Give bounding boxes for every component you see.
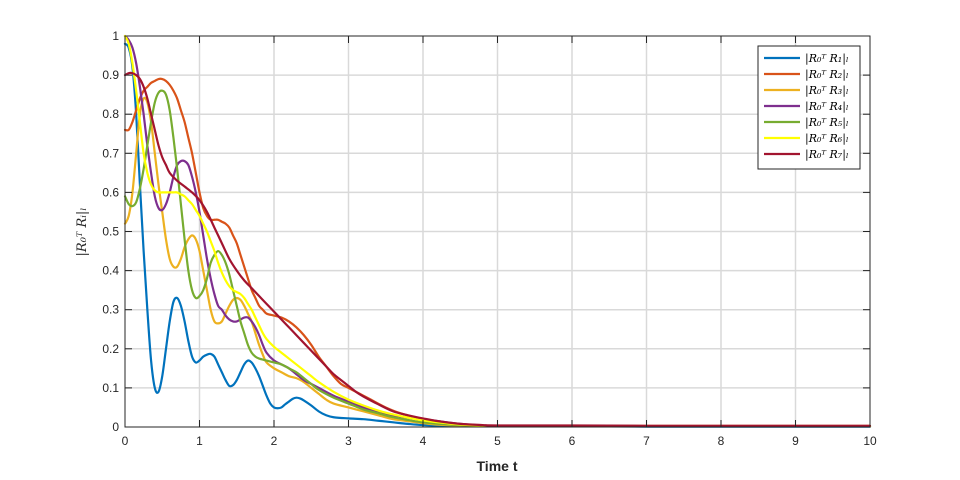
axis-ticks: 0 1 2 3 4 5 6 7 8 9 10 0 0.1 0.2 0.3 0.4 0.5 0.6 0.7 0.8 0.9…: [102, 29, 877, 448]
y-tick-label: 0.9: [102, 68, 119, 82]
x-tick-label: 9: [792, 434, 799, 448]
x-tick-label: 6: [569, 434, 576, 448]
x-tick-label: 8: [718, 434, 725, 448]
y-tick-label: 0.1: [102, 381, 119, 395]
y-tick-label: 0.6: [102, 185, 119, 199]
series-lines: [123, 34, 872, 428]
legend-label-1: |R₀ᵀ R₁|ₗ: [805, 52, 849, 66]
x-tick-label: 0: [122, 434, 129, 448]
x-tick-label: 7: [643, 434, 650, 448]
legend-label-6: |R₀ᵀ R₆|ₗ: [805, 132, 849, 146]
x-tick-label: 1: [196, 434, 203, 448]
series-line-7: [123, 71, 872, 427]
y-tick-label: 0.8: [102, 107, 119, 121]
legend-label-5: |R₀ᵀ R₅|ₗ: [805, 116, 849, 130]
x-axis-label: Time t: [477, 458, 518, 474]
legend-label-3: |R₀ᵀ R₃|ₗ: [805, 84, 849, 98]
legend-label-7: |R₀ᵀ R₇|ₗ: [805, 148, 849, 162]
legend-label-2: |R₀ᵀ R₂|ₗ: [805, 68, 849, 82]
y-tick-label: 0.2: [102, 342, 119, 356]
y-tick-label: 0.5: [102, 225, 119, 239]
y-axis-label: |R₀ᵀ Rᵢ|ₗ: [75, 208, 90, 257]
x-tick-label: 4: [420, 434, 427, 448]
series-line-6: [123, 34, 872, 428]
x-tick-label: 3: [345, 434, 352, 448]
series-line-3: [123, 96, 872, 428]
y-tick-label: 0.7: [102, 146, 119, 160]
y-tick-label: 0.3: [102, 303, 119, 317]
legend-box: [757, 45, 861, 170]
series-line-5: [123, 89, 872, 428]
x-tick-label: 5: [494, 434, 501, 448]
legend: |R₀ᵀ R₁|ₗ |R₀ᵀ R₂|ₗ |R₀ᵀ R₃|ₗ |R₀ᵀ R₄|ₗ |R₀ᵀ…: [757, 45, 861, 170]
x-tick-label: 2: [271, 434, 278, 448]
y-tick-label: 1: [112, 29, 119, 43]
series-line-1: [123, 42, 872, 428]
y-tick-label: 0.4: [102, 264, 119, 278]
y-tick-label: 0: [112, 420, 119, 434]
legend-label-4: |R₀ᵀ R₄|ₗ: [805, 100, 849, 114]
x-tick-label: 10: [863, 434, 877, 448]
